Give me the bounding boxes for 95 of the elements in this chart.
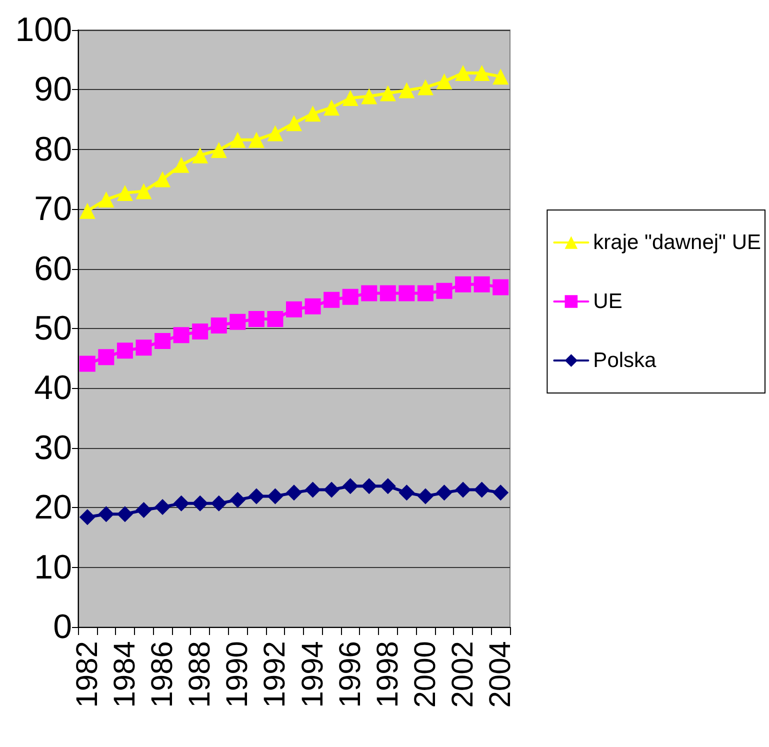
point	[361, 88, 378, 104]
point	[380, 85, 396, 102]
point	[436, 282, 452, 299]
x-tick-label: 1984	[108, 641, 142, 708]
point	[417, 79, 434, 96]
point	[304, 106, 321, 122]
y-tick-label: 80	[34, 130, 72, 168]
y-tick-label: 100	[15, 11, 72, 49]
legend-label: kraje "dawnej" UE	[593, 231, 762, 254]
point	[492, 484, 509, 501]
point	[154, 499, 171, 516]
y-tick-label: 20	[34, 488, 72, 527]
point	[398, 285, 415, 302]
point	[417, 488, 434, 504]
point	[267, 125, 284, 142]
legend-label: UE	[593, 290, 622, 313]
point	[248, 310, 264, 327]
point	[173, 156, 190, 173]
point	[286, 301, 302, 318]
point	[342, 288, 358, 305]
point	[248, 488, 264, 504]
y-tick-label: 0	[53, 608, 72, 646]
point	[230, 132, 246, 148]
x-tick-label: 1998	[371, 641, 404, 708]
y-tick-label: 50	[34, 310, 72, 348]
point	[79, 509, 96, 526]
point	[154, 333, 171, 350]
point	[192, 323, 208, 340]
point	[304, 298, 321, 314]
point	[474, 276, 490, 292]
point	[492, 68, 509, 85]
point	[286, 115, 302, 132]
point	[398, 82, 415, 98]
y-tick-label: 10	[34, 548, 72, 586]
point	[136, 502, 152, 518]
point	[324, 482, 340, 498]
point	[116, 184, 133, 201]
point	[324, 292, 340, 308]
point	[267, 488, 284, 504]
point	[380, 478, 396, 494]
point	[455, 276, 472, 292]
point	[474, 482, 490, 498]
point	[455, 64, 472, 81]
y-tick-label: 70	[34, 190, 72, 228]
point	[267, 310, 284, 327]
point	[173, 327, 190, 344]
point	[136, 183, 152, 200]
point	[98, 349, 114, 366]
y-tick-label: 40	[34, 369, 72, 408]
point	[98, 506, 114, 522]
x-tick-label: 1994	[296, 641, 330, 708]
x-tick-label: 2002	[446, 641, 480, 708]
point	[192, 495, 208, 512]
x-tick-label: 1990	[221, 641, 254, 708]
point	[173, 495, 190, 512]
x-tick-label: 1988	[184, 641, 217, 708]
point	[417, 285, 434, 302]
x-tick-label: 1986	[146, 641, 180, 708]
point	[98, 192, 114, 208]
y-tick-label: 60	[34, 250, 72, 288]
point	[210, 495, 227, 512]
point	[304, 482, 321, 498]
point	[230, 314, 246, 330]
x-tick-label: 2004	[484, 641, 518, 708]
point	[286, 484, 302, 501]
point	[210, 142, 227, 158]
point	[136, 340, 152, 356]
point	[116, 506, 133, 522]
point	[116, 342, 133, 359]
point	[79, 356, 96, 372]
x-tick-label: 1996	[334, 641, 367, 708]
point	[79, 202, 96, 219]
point	[210, 318, 227, 334]
point	[342, 90, 358, 106]
y-tick-label: 90	[34, 70, 72, 109]
point	[324, 100, 340, 116]
point	[154, 171, 171, 188]
point	[192, 147, 208, 164]
point	[230, 492, 246, 508]
y-tick-label: 30	[34, 428, 72, 467]
x-tick-label: 2000	[408, 641, 442, 708]
point	[380, 285, 396, 302]
x-tick-label: 1992	[258, 641, 292, 708]
point	[248, 132, 264, 148]
point	[474, 64, 490, 81]
point	[455, 482, 472, 498]
legend-label: Polska	[593, 349, 657, 372]
point	[342, 478, 358, 494]
point	[492, 279, 509, 296]
point	[361, 478, 378, 494]
point	[398, 484, 415, 501]
point	[436, 484, 452, 501]
point	[361, 285, 378, 302]
x-tick-label: 1982	[70, 641, 104, 708]
point	[436, 73, 452, 90]
